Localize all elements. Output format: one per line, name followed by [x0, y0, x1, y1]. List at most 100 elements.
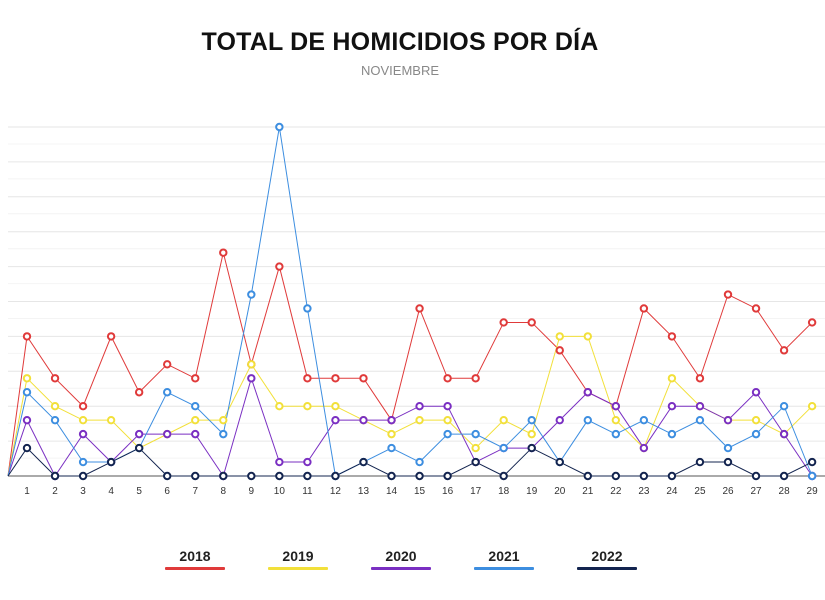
data-point-2021-day-22[interactable] — [611, 429, 621, 439]
data-point-2022-day-11[interactable] — [303, 471, 312, 481]
data-point-2019-day-4[interactable] — [106, 415, 116, 425]
data-point-2022-day-20[interactable] — [555, 457, 564, 467]
data-point-2020-day-24[interactable] — [667, 402, 677, 411]
data-point-2019-day-9[interactable] — [247, 360, 256, 369]
data-point-2022-day-24[interactable] — [667, 471, 677, 481]
data-point-2020-day-12[interactable] — [331, 415, 340, 425]
data-point-2021-day-2[interactable] — [50, 415, 60, 425]
data-point-2021-day-7[interactable] — [191, 402, 200, 411]
data-point-2018-day-2[interactable] — [50, 374, 60, 383]
legend-item-2021[interactable]: 2021 — [474, 548, 534, 570]
data-point-2022-day-18[interactable] — [499, 471, 508, 481]
data-point-2021-day-17[interactable] — [471, 429, 480, 439]
legend-item-2019[interactable]: 2019 — [268, 548, 328, 570]
data-point-2018-day-28[interactable] — [779, 346, 789, 355]
legend-item-2020[interactable]: 2020 — [371, 548, 431, 570]
data-point-2021-day-27[interactable] — [751, 429, 761, 439]
data-point-2019-day-19[interactable] — [527, 429, 536, 439]
data-point-2022-day-1[interactable] — [22, 443, 32, 453]
data-point-2021-day-14[interactable] — [387, 443, 396, 453]
data-point-2020-day-1[interactable] — [22, 415, 32, 425]
data-point-2022-day-15[interactable] — [415, 471, 424, 481]
data-point-2019-day-14[interactable] — [387, 429, 396, 439]
data-point-2021-day-19[interactable] — [527, 415, 536, 425]
legend-item-2022[interactable]: 2022 — [577, 548, 637, 570]
data-point-2019-day-18[interactable] — [499, 415, 508, 425]
data-point-2019-day-3[interactable] — [78, 415, 88, 425]
data-point-2022-day-7[interactable] — [191, 471, 200, 481]
data-point-2019-day-7[interactable] — [191, 415, 200, 425]
data-point-2022-day-4[interactable] — [106, 457, 116, 467]
data-point-2022-day-22[interactable] — [611, 471, 621, 481]
data-point-2020-day-7[interactable] — [191, 429, 200, 439]
data-point-2019-day-27[interactable] — [751, 415, 761, 425]
data-point-2021-day-25[interactable] — [695, 415, 705, 425]
data-point-2022-day-17[interactable] — [471, 457, 480, 467]
data-point-2020-day-6[interactable] — [163, 429, 172, 439]
data-point-2021-day-16[interactable] — [443, 429, 452, 439]
data-point-2022-day-10[interactable] — [275, 471, 284, 481]
data-point-2021-day-28[interactable] — [779, 402, 789, 411]
data-point-2021-day-15[interactable] — [415, 457, 424, 467]
data-point-2022-day-6[interactable] — [163, 471, 172, 481]
data-point-2021-day-21[interactable] — [583, 415, 592, 425]
data-point-2018-day-10[interactable] — [275, 262, 284, 271]
data-point-2019-day-10[interactable] — [275, 402, 284, 411]
data-point-2018-day-25[interactable] — [695, 374, 705, 383]
data-point-2018-day-24[interactable] — [667, 332, 677, 341]
data-point-2021-day-8[interactable] — [219, 429, 228, 439]
data-point-2019-day-2[interactable] — [50, 402, 60, 411]
data-point-2022-day-23[interactable] — [639, 471, 649, 481]
data-point-2020-day-21[interactable] — [583, 388, 592, 397]
data-point-2020-day-13[interactable] — [359, 415, 368, 425]
data-point-2018-day-12[interactable] — [331, 374, 340, 383]
data-point-2022-day-29[interactable] — [807, 457, 817, 467]
data-point-2019-day-17[interactable] — [471, 443, 480, 453]
data-point-2019-day-12[interactable] — [331, 402, 340, 411]
data-point-2020-day-9[interactable] — [247, 374, 256, 383]
data-point-2021-day-24[interactable] — [667, 429, 677, 439]
data-point-2022-day-25[interactable] — [695, 457, 705, 467]
data-point-2021-day-18[interactable] — [499, 443, 508, 453]
data-point-2021-day-3[interactable] — [78, 457, 88, 467]
data-point-2018-day-11[interactable] — [303, 374, 312, 383]
data-point-2019-day-8[interactable] — [219, 415, 228, 425]
legend-item-2018[interactable]: 2018 — [165, 548, 225, 570]
data-point-2019-day-24[interactable] — [667, 374, 677, 383]
data-point-2021-day-10[interactable] — [275, 122, 284, 132]
data-point-2018-day-13[interactable] — [359, 374, 368, 383]
data-point-2020-day-22[interactable] — [611, 402, 621, 411]
data-point-2019-day-15[interactable] — [415, 415, 424, 425]
data-point-2018-day-3[interactable] — [78, 402, 88, 411]
data-point-2020-day-27[interactable] — [751, 388, 761, 397]
data-point-2018-day-5[interactable] — [134, 388, 144, 397]
data-point-2022-day-28[interactable] — [779, 471, 789, 481]
data-point-2018-day-20[interactable] — [555, 346, 564, 355]
data-point-2022-day-2[interactable] — [50, 471, 60, 481]
data-point-2021-day-1[interactable] — [22, 388, 32, 397]
data-point-2022-day-5[interactable] — [134, 443, 144, 453]
data-point-2021-day-29[interactable] — [807, 471, 817, 481]
data-point-2018-day-29[interactable] — [807, 318, 817, 327]
data-point-2019-day-16[interactable] — [443, 415, 452, 425]
data-point-2020-day-23[interactable] — [639, 443, 649, 453]
data-point-2021-day-6[interactable] — [163, 388, 172, 397]
data-point-2021-day-26[interactable] — [723, 443, 733, 453]
data-point-2018-day-17[interactable] — [471, 374, 480, 383]
data-point-2018-day-6[interactable] — [163, 360, 172, 369]
data-point-2020-day-10[interactable] — [275, 457, 284, 467]
data-point-2020-day-16[interactable] — [443, 402, 452, 411]
data-point-2019-day-11[interactable] — [303, 402, 312, 411]
data-point-2022-day-27[interactable] — [751, 471, 761, 481]
data-point-2020-day-26[interactable] — [723, 415, 733, 425]
data-point-2022-day-21[interactable] — [583, 471, 592, 481]
data-point-2019-day-22[interactable] — [611, 415, 621, 425]
data-point-2021-day-23[interactable] — [639, 415, 649, 425]
data-point-2020-day-5[interactable] — [134, 429, 144, 439]
data-point-2022-day-16[interactable] — [443, 471, 452, 481]
data-point-2020-day-20[interactable] — [555, 415, 564, 425]
data-point-2018-day-26[interactable] — [723, 290, 733, 299]
data-point-2018-day-19[interactable] — [527, 318, 536, 327]
data-point-2018-day-8[interactable] — [219, 248, 228, 257]
data-point-2018-day-27[interactable] — [751, 304, 761, 313]
